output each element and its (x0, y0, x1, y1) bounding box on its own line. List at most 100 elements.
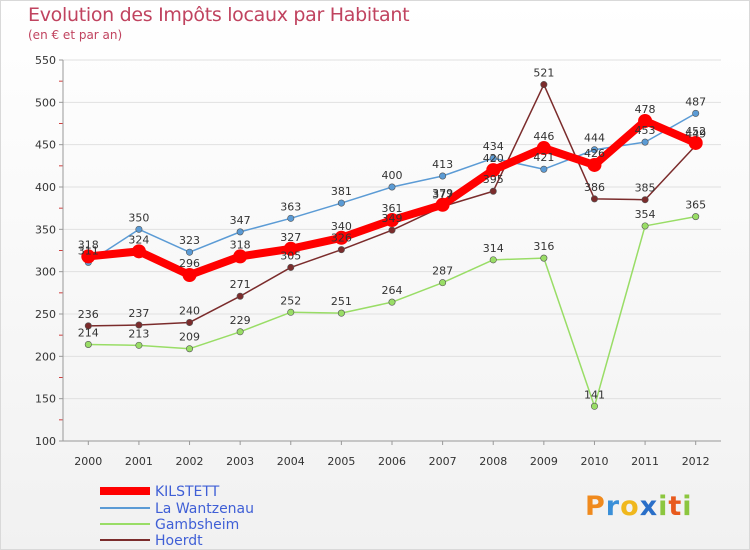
data-label: 324 (128, 233, 149, 246)
data-point (186, 345, 194, 353)
data-label: 209 (179, 331, 200, 344)
data-point (641, 196, 649, 204)
data-label: 240 (179, 304, 200, 317)
data-point (337, 246, 345, 254)
logo-letter: r (605, 491, 621, 522)
x-tick-label: 2003 (226, 455, 254, 468)
data-point (688, 135, 703, 150)
x-tick-label: 2010 (580, 455, 608, 468)
y-tick-label: 300 (35, 266, 56, 279)
data-label: 487 (685, 95, 706, 108)
data-label: 318 (230, 238, 251, 251)
x-tick-label: 2012 (682, 455, 710, 468)
data-label: 349 (382, 212, 403, 225)
data-label: 381 (331, 185, 352, 198)
y-tick-label: 500 (35, 96, 56, 109)
data-point (233, 249, 248, 264)
logo-letter: i (682, 491, 693, 522)
logo-letter: o (620, 491, 640, 522)
data-point (641, 222, 649, 230)
data-point (84, 340, 92, 348)
data-point (638, 113, 653, 128)
data-point (135, 341, 143, 349)
data-point (435, 197, 450, 212)
chart-subtitle: (en € et par an) (28, 28, 123, 42)
data-label: 354 (635, 208, 656, 221)
series-layer (81, 81, 703, 410)
x-tick-label: 2007 (429, 455, 457, 468)
logo-letter: i (658, 491, 669, 522)
data-point (182, 268, 197, 283)
data-label: 251 (331, 295, 352, 308)
data-label: 327 (280, 231, 301, 244)
data-point (186, 318, 194, 326)
data-point (236, 228, 244, 236)
legend-label: La Wantzenau (155, 501, 254, 517)
data-label: 385 (635, 182, 656, 195)
data-label: 287 (432, 265, 453, 278)
data-point (439, 172, 447, 180)
data-point (489, 187, 497, 195)
data-labels: 318 324 296 318 327 340 361 379 420 446 426 478 452 3… (78, 67, 706, 402)
data-point (287, 214, 295, 222)
x-tick-label: 2004 (277, 455, 305, 468)
y-tick-label: 150 (35, 393, 56, 406)
data-label: 426 (584, 147, 605, 160)
data-point (337, 309, 345, 317)
data-label: 521 (533, 67, 554, 80)
data-label: 413 (432, 158, 453, 171)
data-point (590, 195, 598, 203)
data-label: 141 (584, 388, 605, 401)
y-tick-label: 550 (35, 54, 56, 67)
data-label: 478 (635, 103, 656, 116)
data-point (540, 165, 548, 173)
data-label: 305 (280, 249, 301, 262)
x-tick-label: 2005 (327, 455, 355, 468)
legend-label: KILSTETT (155, 484, 220, 500)
data-point (84, 322, 92, 330)
y-tick-label: 200 (35, 350, 56, 363)
logo-letter: P (585, 491, 606, 522)
data-label: 449 (685, 128, 706, 141)
x-tick-label: 2000 (74, 455, 102, 468)
data-point (236, 292, 244, 300)
legend-label: Hoerdt (155, 533, 203, 549)
y-tick-label: 400 (35, 181, 56, 194)
x-tick-label: 2002 (176, 455, 204, 468)
data-label: 213 (128, 327, 149, 340)
legend-label: Gambsheim (155, 517, 239, 533)
data-point (692, 213, 700, 221)
data-label: 386 (584, 181, 605, 194)
data-label: 229 (230, 314, 251, 327)
data-point (439, 279, 447, 287)
data-label: 452 (685, 125, 706, 138)
data-point (81, 249, 96, 264)
data-label: 377 (432, 188, 453, 201)
data-label: 420 (483, 152, 504, 165)
data-point (283, 241, 298, 256)
data-point (388, 183, 396, 191)
data-label: 363 (280, 200, 301, 213)
data-point (641, 138, 649, 146)
data-label: 421 (533, 151, 554, 164)
data-label: 444 (584, 132, 605, 145)
data-label: 446 (533, 130, 554, 143)
x-tick-label: 2008 (479, 455, 507, 468)
x-tick-label: 2006 (378, 455, 406, 468)
data-point (131, 244, 146, 259)
data-label: 395 (483, 173, 504, 186)
data-label: 252 (280, 294, 301, 307)
data-label: 296 (179, 257, 200, 270)
x-tick-label: 2001 (125, 455, 153, 468)
data-label: 340 (331, 220, 352, 233)
data-label: 347 (230, 214, 251, 227)
data-label: 365 (685, 199, 706, 212)
data-point (540, 254, 548, 262)
data-point (135, 225, 143, 233)
data-label: 361 (382, 202, 403, 215)
logo-letter: t (668, 491, 683, 522)
data-point (489, 256, 497, 264)
data-point (536, 141, 551, 156)
